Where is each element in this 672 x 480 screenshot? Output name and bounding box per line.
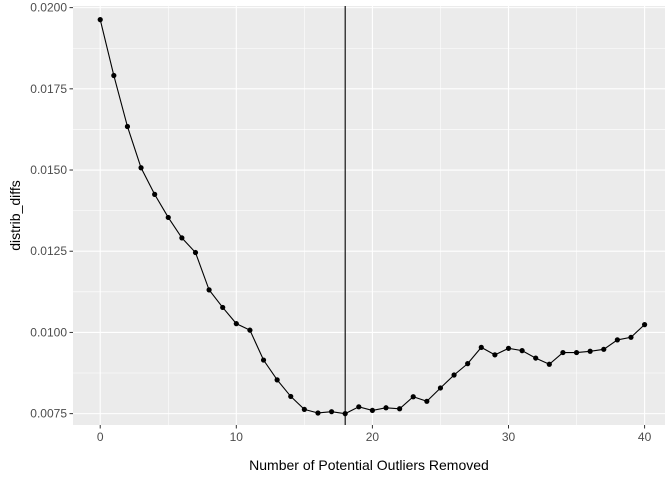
data-point xyxy=(301,406,307,413)
data-point xyxy=(220,304,226,311)
data-point xyxy=(369,407,376,413)
data-point xyxy=(260,357,267,363)
data-point xyxy=(152,191,158,197)
data-point xyxy=(601,346,607,352)
data-point xyxy=(573,349,580,356)
data-point xyxy=(492,352,498,358)
x-axis-title: Number of Potential Outliers Removed xyxy=(249,457,489,473)
data-point xyxy=(641,322,648,328)
data-point xyxy=(124,123,131,130)
data-point xyxy=(614,337,620,343)
data-point xyxy=(587,348,593,354)
data-point xyxy=(505,345,512,351)
data-point xyxy=(478,344,484,350)
x-tick-label: 10 xyxy=(230,430,244,444)
y-tick-label: 0.0075 xyxy=(30,407,67,421)
data-point xyxy=(424,398,430,404)
x-tick-label: 0 xyxy=(97,430,104,444)
data-point xyxy=(111,72,117,79)
data-point xyxy=(328,409,335,415)
data-point xyxy=(274,377,280,383)
data-point xyxy=(533,355,539,361)
data-point xyxy=(138,165,144,171)
data-point xyxy=(410,394,416,400)
x-axis: 0 10 20 30 40 xyxy=(97,425,652,444)
data-point xyxy=(315,410,321,416)
y-axis: 0.0075 0.0100 0.0125 0.0150 0.0175 0.0200 xyxy=(30,1,73,421)
major-gridlines xyxy=(73,6,665,425)
data-point xyxy=(179,235,185,241)
data-point xyxy=(247,327,253,333)
data-point xyxy=(437,385,444,391)
x-tick-label: 20 xyxy=(366,430,380,444)
y-tick-label: 0.0200 xyxy=(30,1,67,15)
series-layer xyxy=(97,17,648,417)
x-tick-label: 40 xyxy=(638,430,652,444)
data-point xyxy=(465,361,471,367)
data-point xyxy=(206,287,212,293)
data-point xyxy=(288,393,294,400)
data-point xyxy=(519,348,525,354)
data-point xyxy=(233,321,239,327)
data-point xyxy=(165,214,171,221)
data-point xyxy=(192,249,199,256)
data-point xyxy=(397,406,403,412)
y-axis-title: distrib_diffs xyxy=(7,180,23,251)
y-tick-label: 0.0175 xyxy=(30,82,67,96)
y-tick-label: 0.0150 xyxy=(30,163,67,177)
data-point xyxy=(356,404,362,410)
y-tick-label: 0.0100 xyxy=(30,325,67,339)
data-point xyxy=(97,17,103,23)
data-point xyxy=(383,405,389,411)
x-tick-label: 30 xyxy=(502,430,516,444)
data-point xyxy=(560,349,566,356)
minor-gridlines xyxy=(73,6,665,425)
y-tick-label: 0.0125 xyxy=(30,244,67,258)
data-point xyxy=(546,361,552,367)
data-point xyxy=(628,334,634,340)
panel-background xyxy=(73,6,665,425)
data-point xyxy=(451,372,457,378)
